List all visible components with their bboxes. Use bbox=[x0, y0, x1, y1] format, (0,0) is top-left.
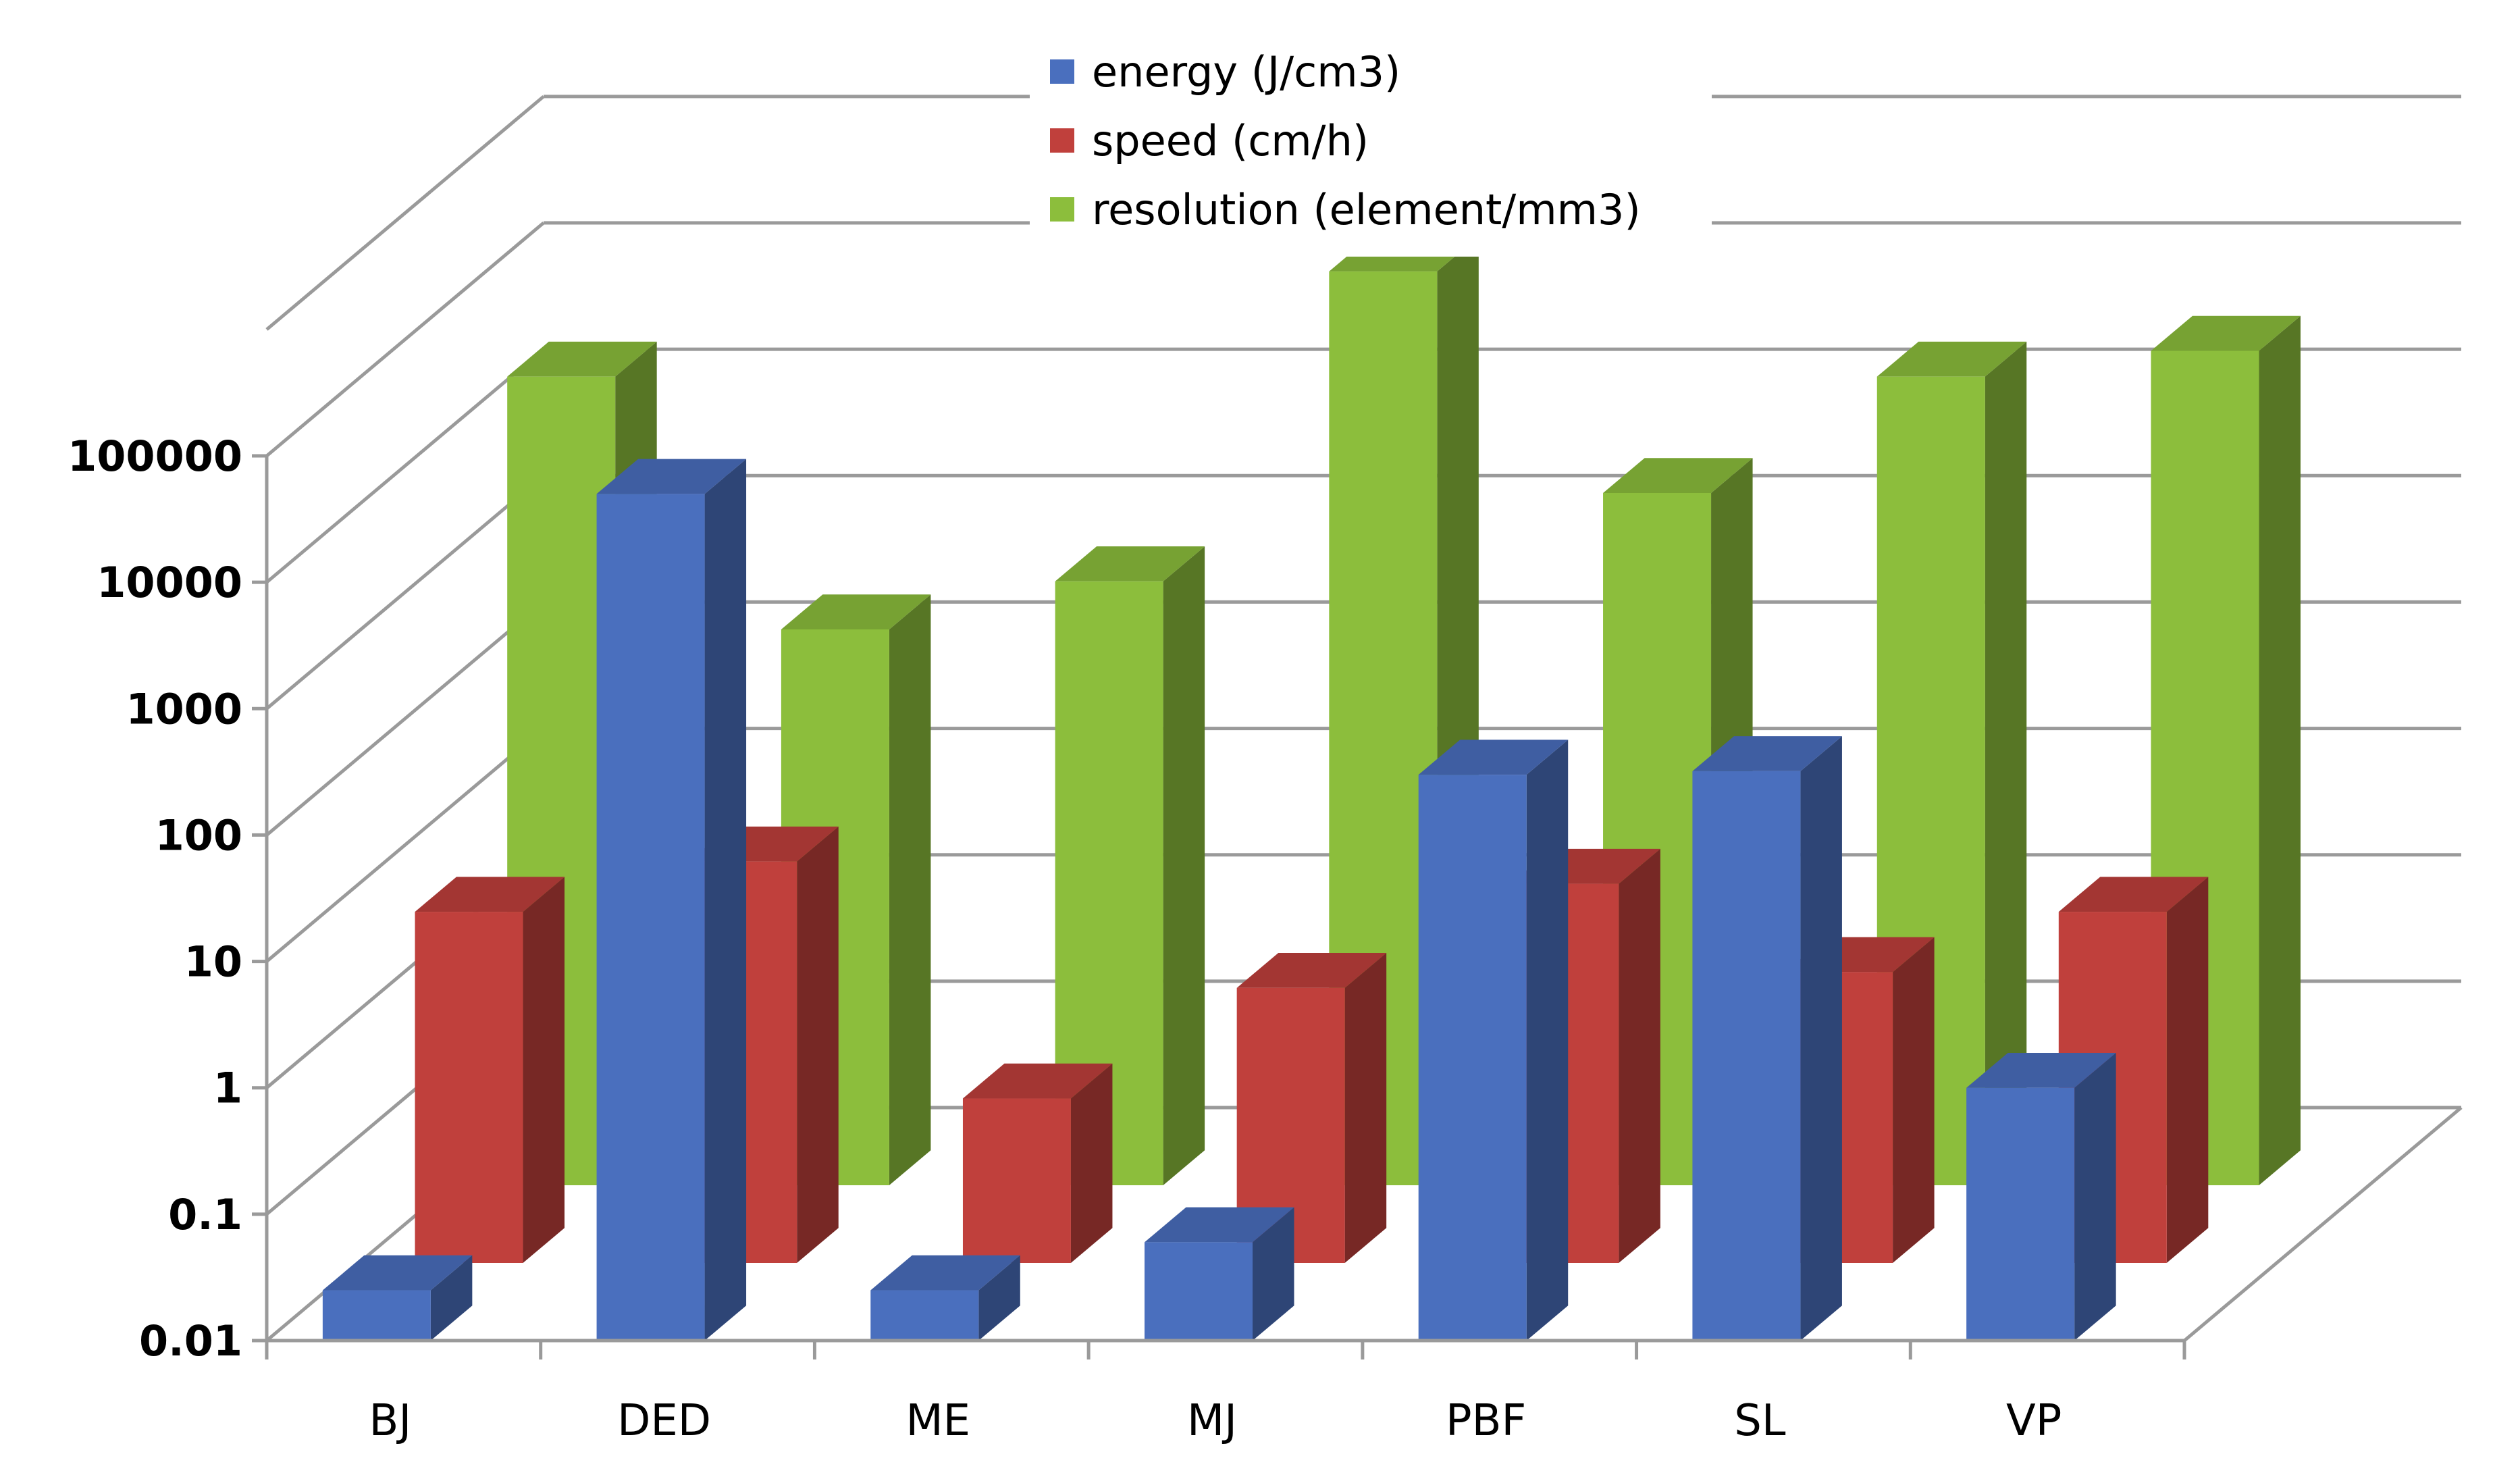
x-tick-label: DED bbox=[617, 1396, 711, 1446]
bar-side bbox=[430, 1255, 473, 1341]
legend-swatch bbox=[1050, 197, 1074, 222]
bar-top bbox=[322, 1255, 473, 1291]
y-tick-label: 10000 bbox=[97, 558, 242, 607]
bar-side bbox=[1070, 1063, 1113, 1263]
side-gridline bbox=[265, 600, 545, 837]
y-tick-label: 1000 bbox=[126, 684, 242, 733]
side-gridline-top bbox=[265, 95, 545, 331]
bar-top bbox=[870, 1255, 1020, 1291]
bar-front bbox=[1692, 771, 1801, 1341]
bar-side bbox=[889, 594, 931, 1185]
bar-speed-ME bbox=[962, 1063, 1113, 1263]
side-gridline bbox=[265, 348, 545, 584]
bar-top bbox=[1236, 953, 1387, 988]
x-tick-label: PBF bbox=[1446, 1396, 1526, 1446]
legend-item-energy: energy (J/cm3) bbox=[1050, 47, 1400, 97]
bar-top bbox=[1966, 1052, 2116, 1088]
legend: energy (J/cm3) speed (cm/h) resolution (el… bbox=[1030, 34, 1712, 257]
bar-energy-BJ bbox=[322, 1255, 473, 1341]
floor-right-edge bbox=[2183, 1106, 2463, 1342]
legend-item-resolution: resolution (element/mm3) bbox=[1050, 185, 1641, 234]
bar-top bbox=[415, 877, 565, 912]
bar-energy-DED bbox=[596, 459, 747, 1341]
bar-side bbox=[1985, 341, 2027, 1185]
side-gridline bbox=[265, 727, 545, 963]
bar-side bbox=[1526, 740, 1569, 1341]
bar-top bbox=[1418, 740, 1569, 775]
side-gridline bbox=[265, 474, 545, 710]
bar-top bbox=[2058, 877, 2209, 912]
bar-side bbox=[1344, 953, 1387, 1263]
bar-top bbox=[1876, 341, 2027, 377]
x-tick-label: MJ bbox=[1187, 1396, 1237, 1446]
bar-front bbox=[870, 1290, 979, 1341]
bar-energy-ME bbox=[870, 1255, 1020, 1341]
bar-top bbox=[1055, 546, 1205, 581]
bar-front bbox=[1145, 1242, 1253, 1341]
bar-energy-SL bbox=[1692, 736, 1842, 1341]
bar-side bbox=[1253, 1207, 1294, 1341]
legend-background bbox=[1030, 34, 1712, 257]
bar-front bbox=[415, 912, 523, 1263]
bar-top bbox=[1145, 1207, 1294, 1243]
bar-side bbox=[2074, 1052, 2116, 1341]
y-tick-label: 1 bbox=[213, 1064, 242, 1113]
bar-front bbox=[322, 1290, 431, 1341]
side-gridline bbox=[265, 222, 545, 457]
legend-label: resolution (element/mm3) bbox=[1092, 185, 1641, 234]
bar-side bbox=[2259, 315, 2301, 1185]
bar-side bbox=[704, 459, 747, 1341]
legend-item-speed: speed (cm/h) bbox=[1050, 116, 1369, 165]
bar-front bbox=[1966, 1087, 2075, 1341]
bar-top bbox=[781, 594, 931, 629]
x-tick-label: BJ bbox=[369, 1396, 411, 1446]
legend-label: speed (cm/h) bbox=[1092, 116, 1369, 165]
y-tick-label: 10 bbox=[184, 937, 242, 987]
bar-front bbox=[596, 494, 705, 1341]
x-tick-label: SL bbox=[1734, 1396, 1786, 1446]
bar-top bbox=[507, 341, 657, 377]
bar-top bbox=[596, 459, 747, 494]
bar-side bbox=[1800, 736, 1842, 1341]
bar-side bbox=[523, 877, 565, 1263]
bar-top bbox=[962, 1063, 1113, 1099]
y-tick-label: 0.01 bbox=[139, 1316, 242, 1366]
bar-side bbox=[2166, 877, 2209, 1263]
bar-side bbox=[1163, 546, 1205, 1185]
y-tick-label: 100 bbox=[155, 810, 242, 860]
legend-swatch bbox=[1050, 128, 1074, 153]
bar-side bbox=[797, 826, 839, 1263]
bar-side bbox=[1619, 848, 1660, 1263]
bar-energy-MJ bbox=[1145, 1207, 1294, 1341]
legend-label: energy (J/cm3) bbox=[1092, 47, 1400, 97]
x-tick-label: ME bbox=[905, 1396, 970, 1446]
bar-side bbox=[978, 1255, 1020, 1341]
bar-front bbox=[1418, 775, 1527, 1341]
bar-top bbox=[1692, 736, 1842, 771]
bar-front bbox=[962, 1098, 1071, 1263]
bar-energy-VP bbox=[1966, 1052, 2116, 1341]
bar-top bbox=[2151, 315, 2301, 351]
bar-speed-BJ bbox=[415, 877, 565, 1263]
axes: 0.01 0.1 1 10 100 1000 10000 100000 BJ DED ME MJ PBF… bbox=[68, 432, 2186, 1446]
y-tick-label: 0.1 bbox=[168, 1190, 242, 1239]
y-tick-label: 100000 bbox=[68, 432, 242, 481]
legend-swatch bbox=[1050, 59, 1074, 84]
bars bbox=[322, 236, 2301, 1341]
x-tick-label: VP bbox=[2006, 1396, 2062, 1446]
bar-side bbox=[1893, 937, 1935, 1263]
bar-top bbox=[1603, 458, 1753, 493]
bar-energy-PBF bbox=[1418, 740, 1569, 1341]
